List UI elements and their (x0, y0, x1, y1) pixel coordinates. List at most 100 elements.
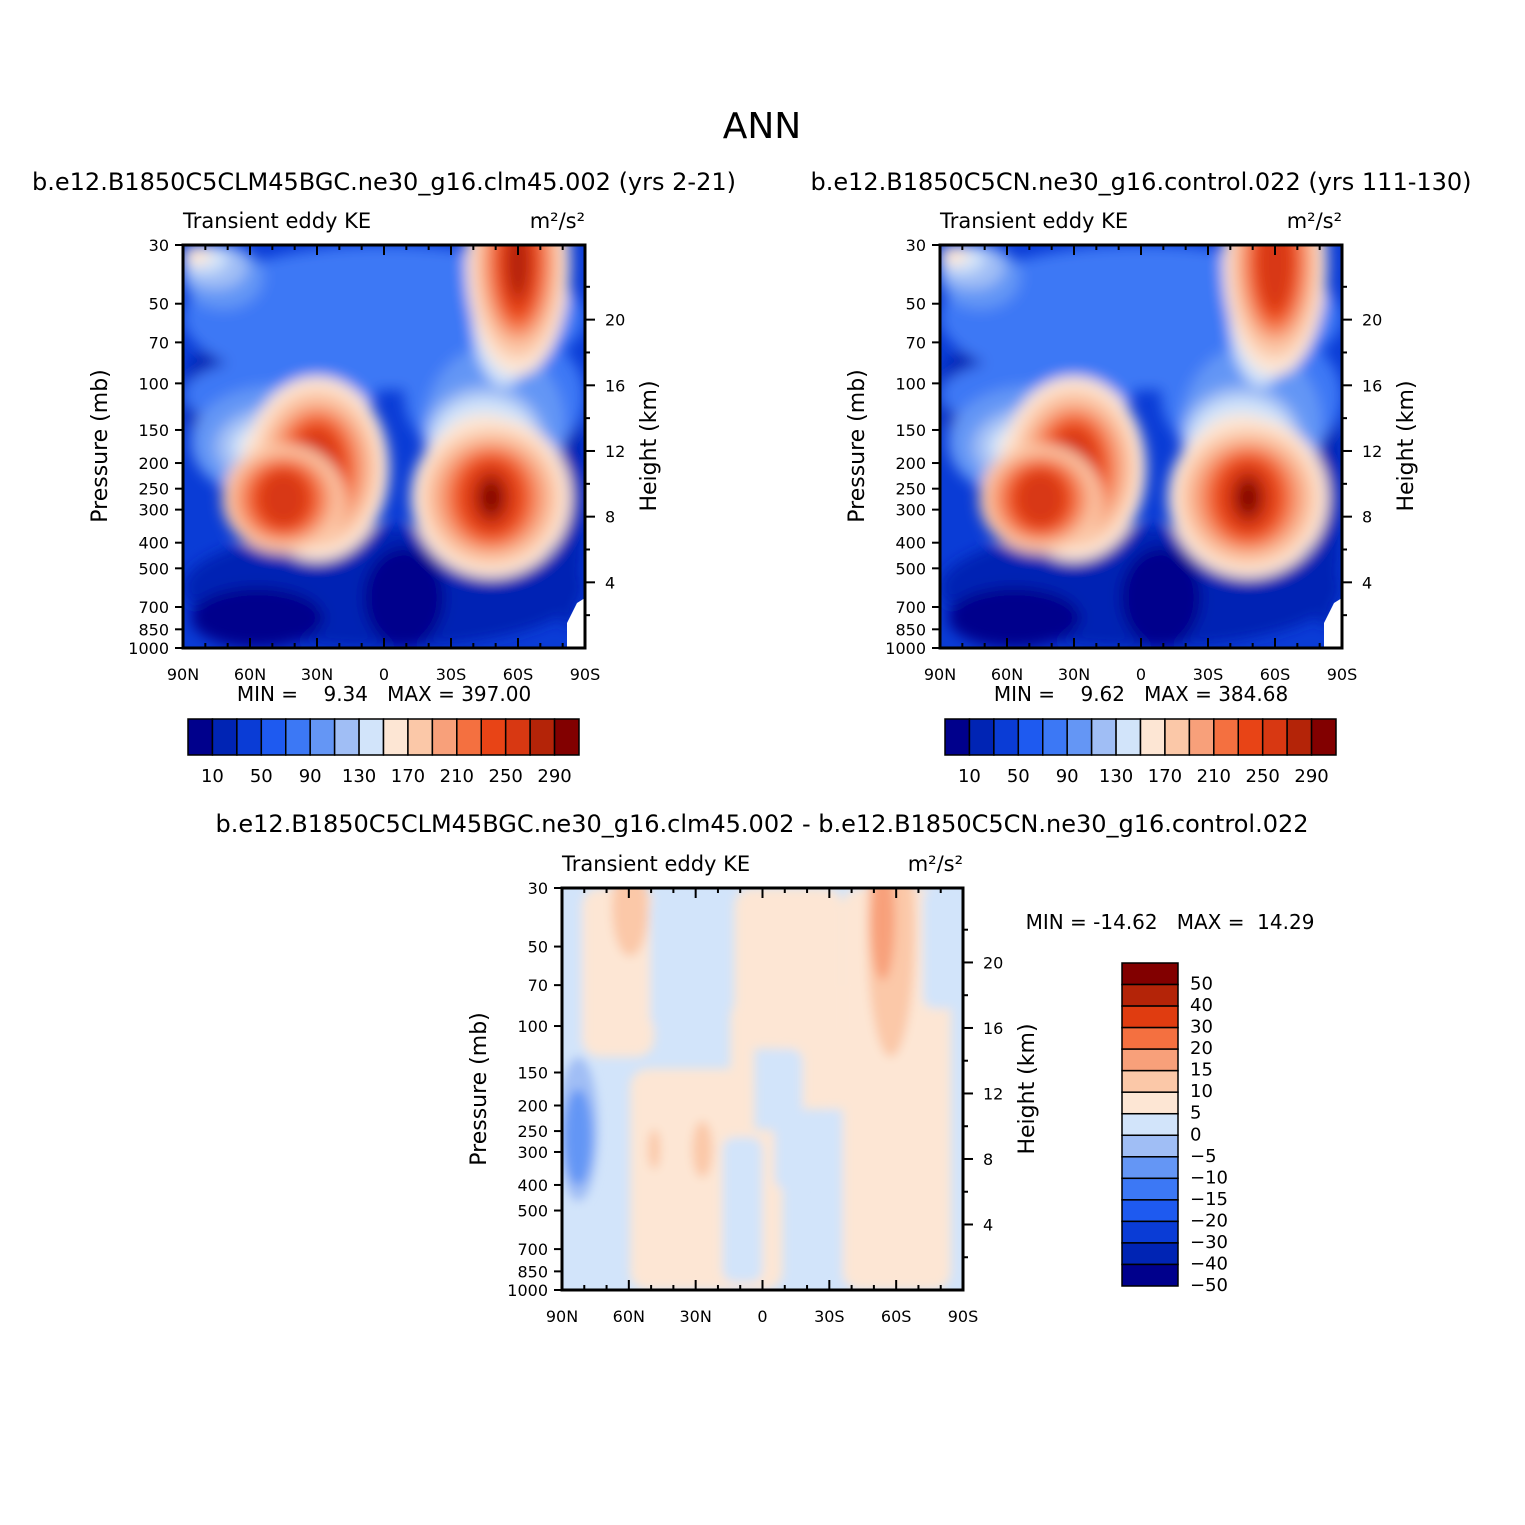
colorbar-label: 0 (1190, 1124, 1201, 1145)
x-tick-label: 60S (503, 665, 534, 684)
colorbar-label: −15 (1190, 1189, 1228, 1210)
colorbar-label: 250 (1246, 766, 1280, 787)
colorbar-label: 50 (250, 766, 273, 787)
colorbar-swatch (1237, 718, 1264, 756)
colorbar-swatch (1090, 718, 1117, 756)
panel2-field (940, 245, 1342, 648)
colorbar-label: 90 (299, 766, 322, 787)
pressure-tick-label: 500 (138, 559, 169, 578)
jet-contour-level (481, 481, 502, 514)
x-tick-label: 90S (1327, 665, 1358, 684)
colorbar-swatch (358, 718, 385, 756)
height-tick-label: 20 (983, 953, 1003, 972)
height-tick-label: 12 (605, 442, 625, 461)
panel2-colorbar: 10 50 90 130 170 210 250 290 (944, 718, 1337, 787)
colorbar-label: 170 (1148, 766, 1182, 787)
jet-contour-level (1018, 472, 1063, 525)
height-tick-label: 12 (1362, 442, 1382, 461)
colorbar-label: 50 (1007, 766, 1030, 787)
ke-contour-level (183, 245, 212, 266)
colorbar-label: −40 (1190, 1253, 1228, 1274)
colorbar-swatch (1066, 718, 1093, 756)
field-contours (940, 245, 1342, 648)
panel2-minmax: MIN = 9.62 MAX = 384.68 (994, 682, 1288, 706)
colorbar-swatch (1310, 718, 1337, 756)
pressure-tick-label: 500 (895, 559, 926, 578)
colorbar-label: 40 (1190, 995, 1213, 1016)
colorbar-label: 10 (1190, 1081, 1213, 1102)
figure-title: ANN (723, 106, 802, 147)
colorbar-label: 10 (958, 766, 981, 787)
pressure-tick-label: 700 (517, 1240, 548, 1259)
panel3-field (562, 888, 963, 1290)
pressure-tick-label: 30 (906, 236, 926, 255)
x-tick-label: 60N (613, 1307, 645, 1326)
pressure-tick-label: 400 (895, 534, 926, 553)
jet-contour-level (1238, 481, 1259, 514)
field-contours (562, 888, 963, 1290)
jet-contour-level (261, 472, 306, 525)
pressure-tick-label: 150 (138, 421, 169, 440)
panel1-units: m²/s² (530, 209, 585, 233)
missing-data-region (567, 598, 585, 648)
pressure-tick-label: 30 (528, 879, 548, 898)
x-tick-label: 90S (570, 665, 601, 684)
panel1-variable-label: Transient eddy KE (182, 209, 371, 233)
pressure-tick-label: 50 (528, 938, 548, 957)
colorbar-swatch (1164, 718, 1191, 756)
positive-diff-region (870, 888, 895, 981)
panel3-variable-label: Transient eddy KE (561, 852, 750, 876)
colorbar-label: −20 (1190, 1210, 1228, 1231)
colorbar-label: 30 (1190, 1017, 1213, 1038)
x-tick-label: 30N (680, 1307, 712, 1326)
colorbar-swatch (1286, 718, 1313, 756)
colorbar-swatch (1139, 718, 1166, 756)
colorbar-swatch (1121, 1177, 1179, 1201)
pressure-tick-label: 50 (149, 295, 169, 314)
colorbar-swatch (187, 718, 214, 756)
panel3-minmax: MIN = -14.62 MAX = 14.29 (1026, 910, 1315, 934)
pressure-tick-label: 850 (517, 1262, 548, 1281)
colorbar-label: 290 (537, 766, 571, 787)
height-tick-label: 4 (983, 1215, 993, 1234)
panel1-colorbar: 10 50 90 130 170 210 250 290 (187, 718, 580, 787)
x-tick-label: 0 (379, 665, 389, 684)
colorbar-swatch (1121, 1263, 1179, 1287)
negative-diff-region (722, 1137, 763, 1282)
colorbar-swatch (285, 718, 311, 756)
panel3-pressure-axis-title: Pressure (mb) (467, 1012, 492, 1166)
colorbar-swatch (504, 718, 531, 756)
pressure-tick-label: 200 (138, 454, 169, 473)
colorbar-swatch (1115, 718, 1142, 756)
positive-diff-region (810, 1028, 863, 1110)
colorbar-swatch (1121, 962, 1179, 986)
pressure-tick-label: 150 (895, 421, 926, 440)
colorbar-swatch (431, 718, 458, 756)
colorbar-swatch (993, 718, 1020, 756)
panel3-run-title: b.e12.B1850C5CLM45BGC.ne30_g16.clm45.002… (215, 810, 1308, 838)
pressure-tick-label: 200 (895, 454, 926, 473)
pressure-tick-label: 500 (517, 1202, 548, 1221)
min-ke-region (948, 587, 1081, 648)
x-tick-label: 60S (881, 1307, 912, 1326)
colorbar-swatch (1121, 1005, 1179, 1029)
colorbar-label: 10 (201, 766, 224, 787)
colorbar-label: 90 (1056, 766, 1079, 787)
pressure-tick-label: 100 (895, 374, 926, 393)
pressure-tick-label: 700 (895, 598, 926, 617)
colorbar-label: 130 (1099, 766, 1133, 787)
pressure-tick-label: 150 (517, 1064, 548, 1083)
colorbar-swatch (1121, 1199, 1179, 1223)
height-tick-label: 20 (605, 311, 625, 330)
jet-contour-level (507, 245, 529, 297)
colorbar-swatch (1121, 1091, 1179, 1115)
height-tick-label: 16 (605, 376, 625, 395)
colorbar-label: 290 (1294, 766, 1328, 787)
colorbar-swatch (968, 718, 995, 756)
min-ke-region (1120, 547, 1202, 648)
colorbar-swatch (1121, 1156, 1179, 1180)
panel2-height-axis-title: Height (km) (1394, 380, 1419, 511)
